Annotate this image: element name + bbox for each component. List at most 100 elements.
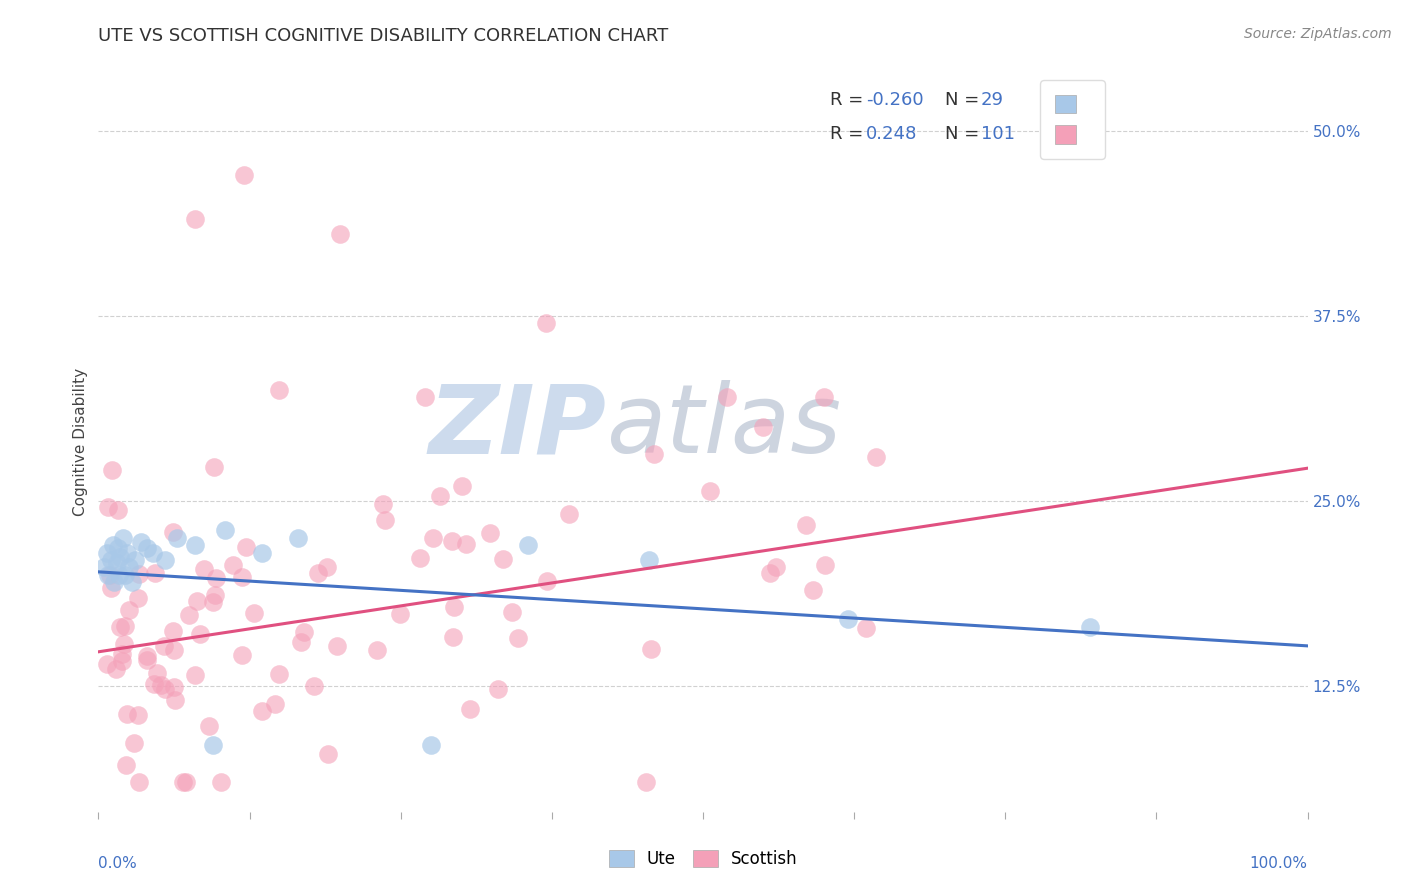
Point xyxy=(450,478,472,492)
Point xyxy=(302,679,325,693)
Point xyxy=(269,667,291,681)
Point xyxy=(104,662,127,676)
Text: R =: R = xyxy=(830,126,869,144)
Point xyxy=(454,537,477,551)
Point xyxy=(855,621,877,635)
Point xyxy=(637,553,659,567)
Point xyxy=(408,551,430,566)
Point xyxy=(243,606,266,620)
Point xyxy=(752,419,775,434)
Point xyxy=(389,607,412,622)
Point xyxy=(441,631,464,645)
Point xyxy=(127,708,149,723)
Text: 0.0%: 0.0% xyxy=(98,856,138,871)
Point xyxy=(129,535,152,549)
Point xyxy=(198,719,221,733)
Point xyxy=(420,738,443,752)
Point xyxy=(143,677,166,691)
Point xyxy=(634,774,657,789)
Point xyxy=(118,603,141,617)
Point xyxy=(443,600,465,615)
Point xyxy=(501,605,523,619)
Point xyxy=(478,525,501,540)
Point xyxy=(202,459,225,474)
Point xyxy=(111,647,134,661)
Point xyxy=(96,657,118,672)
Point xyxy=(97,567,120,582)
Point xyxy=(699,483,721,498)
Point xyxy=(643,447,665,461)
Point xyxy=(96,545,118,560)
Point xyxy=(163,693,186,707)
Point xyxy=(235,540,257,554)
Point xyxy=(458,701,481,715)
Point xyxy=(316,559,339,574)
Point xyxy=(250,705,273,719)
Point xyxy=(250,545,273,560)
Point xyxy=(114,567,136,582)
Point xyxy=(163,680,186,694)
Point xyxy=(105,556,128,570)
Point xyxy=(429,489,451,503)
Point xyxy=(794,518,817,533)
Point xyxy=(114,618,136,632)
Text: 101: 101 xyxy=(981,126,1015,144)
Point xyxy=(111,531,134,545)
Point xyxy=(506,631,529,645)
Text: 0.248: 0.248 xyxy=(866,126,918,144)
Point xyxy=(143,566,166,580)
Y-axis label: Cognitive Disability: Cognitive Disability xyxy=(73,368,89,516)
Point xyxy=(166,531,188,545)
Point xyxy=(1078,619,1101,633)
Point xyxy=(205,571,228,585)
Point xyxy=(231,569,253,583)
Legend: , : , xyxy=(1040,80,1105,159)
Point xyxy=(122,736,145,750)
Point xyxy=(813,390,835,404)
Point xyxy=(267,384,290,398)
Point xyxy=(98,567,121,582)
Point xyxy=(124,553,146,567)
Point xyxy=(103,575,125,590)
Point xyxy=(150,678,173,692)
Point xyxy=(108,549,131,564)
Point xyxy=(128,566,150,581)
Text: N =: N = xyxy=(945,126,984,144)
Text: R =: R = xyxy=(830,91,869,109)
Point xyxy=(716,390,738,404)
Text: 100.0%: 100.0% xyxy=(1250,856,1308,871)
Point xyxy=(374,513,396,527)
Point xyxy=(814,558,837,573)
Point xyxy=(153,553,176,567)
Point xyxy=(329,227,352,242)
Point xyxy=(153,681,176,696)
Point xyxy=(486,681,509,696)
Point xyxy=(209,775,232,789)
Point xyxy=(162,525,184,540)
Point xyxy=(117,545,139,560)
Point xyxy=(193,561,215,575)
Text: N =: N = xyxy=(945,91,984,109)
Text: UTE VS SCOTTISH COGNITIVE DISABILITY CORRELATION CHART: UTE VS SCOTTISH COGNITIVE DISABILITY COR… xyxy=(98,27,669,45)
Point xyxy=(202,595,225,609)
Point xyxy=(183,668,205,682)
Point xyxy=(204,588,226,602)
Point xyxy=(135,541,157,556)
Point xyxy=(101,538,124,552)
Point xyxy=(373,497,395,511)
Point xyxy=(534,316,557,330)
Point xyxy=(114,757,136,772)
Point xyxy=(100,582,122,596)
Point xyxy=(640,642,662,657)
Point xyxy=(184,212,207,227)
Point xyxy=(765,560,787,574)
Point xyxy=(121,575,143,590)
Point xyxy=(214,524,236,538)
Point xyxy=(108,567,131,582)
Point xyxy=(441,533,464,548)
Point xyxy=(422,531,444,545)
Point xyxy=(117,706,139,721)
Point xyxy=(97,500,120,514)
Point xyxy=(162,624,184,638)
Point xyxy=(118,560,141,574)
